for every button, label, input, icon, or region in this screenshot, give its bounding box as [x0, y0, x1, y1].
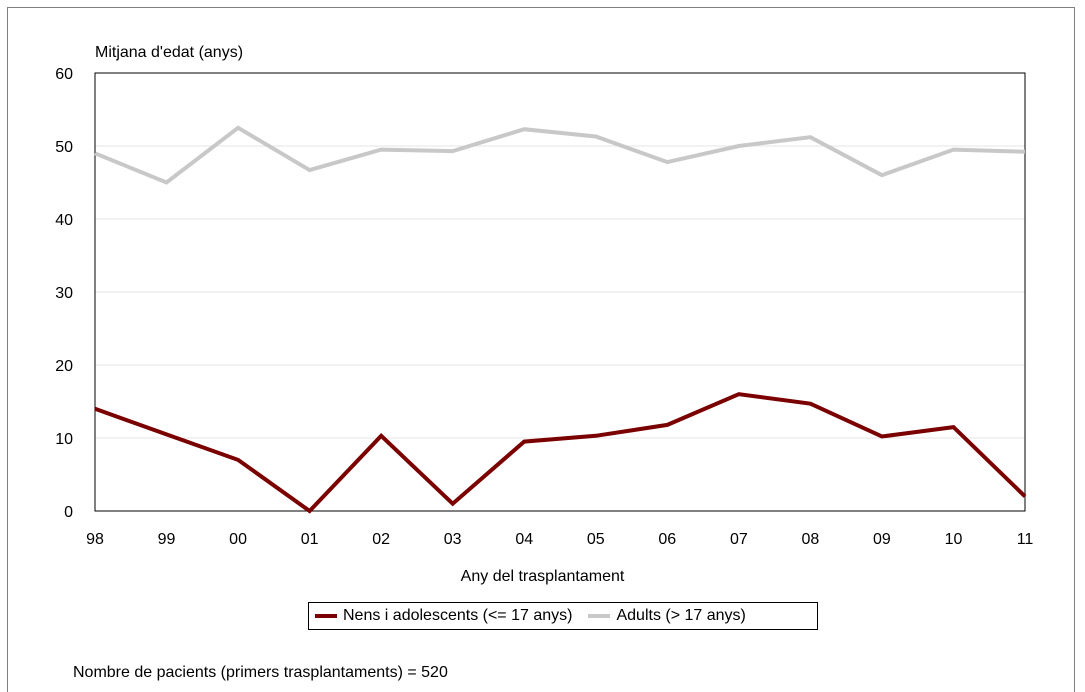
x-tick-label: 03: [444, 531, 462, 548]
y-axis-ticks: 0 10 20 30 40 50 60: [55, 66, 73, 521]
y-tick-label: 40: [55, 212, 73, 229]
legend-item-children: Nens i adolescents (<= 17 anys): [315, 607, 572, 625]
x-tick-label: 08: [801, 531, 819, 548]
x-tick-label: 09: [873, 531, 891, 548]
x-tick-label: 10: [945, 531, 963, 548]
x-tick-label: 00: [229, 531, 247, 548]
x-tick-label: 06: [658, 531, 676, 548]
x-tick-label: 07: [730, 531, 748, 548]
legend-label-children: Nens i adolescents (<= 17 anys): [343, 607, 573, 624]
y-tick-label: 50: [55, 139, 73, 156]
series-line-children: [94, 392, 1027, 514]
legend-swatch-children: [315, 614, 337, 618]
x-tick-label: 04: [515, 531, 533, 548]
y-tick-label: 0: [64, 504, 73, 521]
y-axis-label: Mitjana d'edat (anys): [95, 44, 244, 61]
y-tick-label: 60: [55, 66, 73, 83]
x-tick-label: 11: [1017, 531, 1034, 548]
series-line-adults: [94, 125, 1026, 185]
x-tick-label: 98: [86, 531, 104, 548]
series-lines: [94, 125, 1027, 514]
y-tick-label: 20: [55, 358, 73, 375]
x-tick-label: 01: [301, 531, 319, 548]
x-tick-label: 05: [587, 531, 605, 548]
legend-label-adults: Adults (> 17 anys): [616, 607, 746, 624]
grid-lines: [95, 145, 1025, 439]
x-axis-label: Any del trasplantament: [460, 568, 625, 585]
y-tick-label: 10: [55, 431, 73, 448]
x-axis-ticks: 98 99 00 01 02 03 04 05 06 07 08 09 10 11: [86, 531, 1033, 548]
legend-item-adults: Adults (> 17 anys): [588, 607, 746, 625]
footnote: Nombre de pacients (primers trasplantame…: [73, 664, 448, 681]
legend: Nens i adolescents (<= 17 anys) Adults (…: [308, 602, 818, 630]
x-tick-label: 02: [372, 531, 390, 548]
x-tick-label: 99: [158, 531, 176, 548]
chart-frame: [7, 7, 1075, 692]
legend-swatch-adults: [588, 614, 611, 618]
y-tick-label: 30: [55, 285, 73, 302]
plot-area: [94, 72, 1026, 512]
